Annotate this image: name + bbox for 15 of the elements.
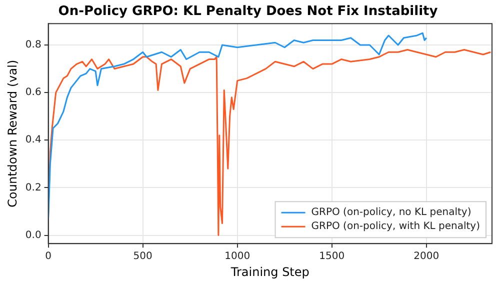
- legend-label: GRPO (on-policy, with KL penalty): [311, 221, 480, 232]
- x-tick-label: 1000: [224, 251, 250, 262]
- y-tick-label: 0.6: [25, 87, 42, 98]
- y-tick-label: 0.8: [25, 40, 42, 51]
- x-tick-label: 500: [133, 251, 152, 262]
- x-tick-label: 0: [45, 251, 52, 262]
- legend-label: GRPO (on-policy, no KL penalty): [311, 207, 472, 218]
- y-tick-label: 0.2: [25, 182, 42, 194]
- x-tick-label: 2000: [414, 251, 440, 262]
- y-tick-label: 0.0: [25, 230, 42, 241]
- chart-title: On-Policy GRPO: KL Penalty Does Not Fix Instability: [58, 4, 438, 20]
- y-axis-title: Countdown Reward (val): [5, 60, 20, 208]
- x-axis-title: Training Step: [230, 264, 310, 279]
- y-tick-label: 0.4: [25, 134, 42, 146]
- x-tick-label: 1500: [319, 251, 345, 262]
